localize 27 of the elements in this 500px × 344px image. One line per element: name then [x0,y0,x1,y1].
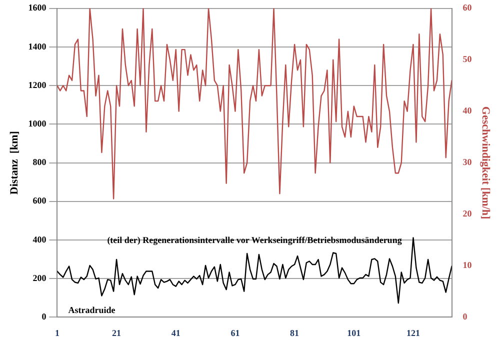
y-tick-label: 1400 [28,41,47,52]
x-tick-label: 21 [112,328,122,338]
y-tick-label: 200 [32,272,47,283]
y2-tick-label: 60 [462,2,472,13]
y2-tick-label: 40 [462,106,472,116]
y2-axis-title: Geschwindigkeit [km/h] [480,106,492,220]
y-tick-label: 1200 [28,80,47,90]
y-tick-label: 0 [42,312,47,322]
y-tick-label: 1600 [28,2,47,13]
y-tick-label: 800 [32,157,47,168]
y-tick-label: 600 [32,196,47,206]
x-tick-label: 101 [347,328,362,338]
y-tick-label: 400 [32,234,47,244]
x-tick-label: 41 [171,328,181,338]
y2-tick-label: 20 [462,208,472,219]
annotation: (teil der) Regenerationsintervalle vor Werkseingriff/Betriebsmodusänderung [107,235,402,246]
x-tick-label: 1 [54,328,60,338]
x-tick-label: 61 [230,328,240,338]
y2-tick-label: 10 [462,260,472,270]
annotation: Astradruide [68,305,116,316]
y2-tick-label: 50 [462,54,472,64]
y2-tick-label: 30 [462,157,472,168]
y2-tick-label: 0 [462,312,468,322]
y-tick-label: 1000 [28,118,47,129]
x-tick-label: 81 [290,328,300,338]
y-axis-title: Distanz [km] [8,131,20,195]
x-tick-label: 121 [406,328,420,338]
